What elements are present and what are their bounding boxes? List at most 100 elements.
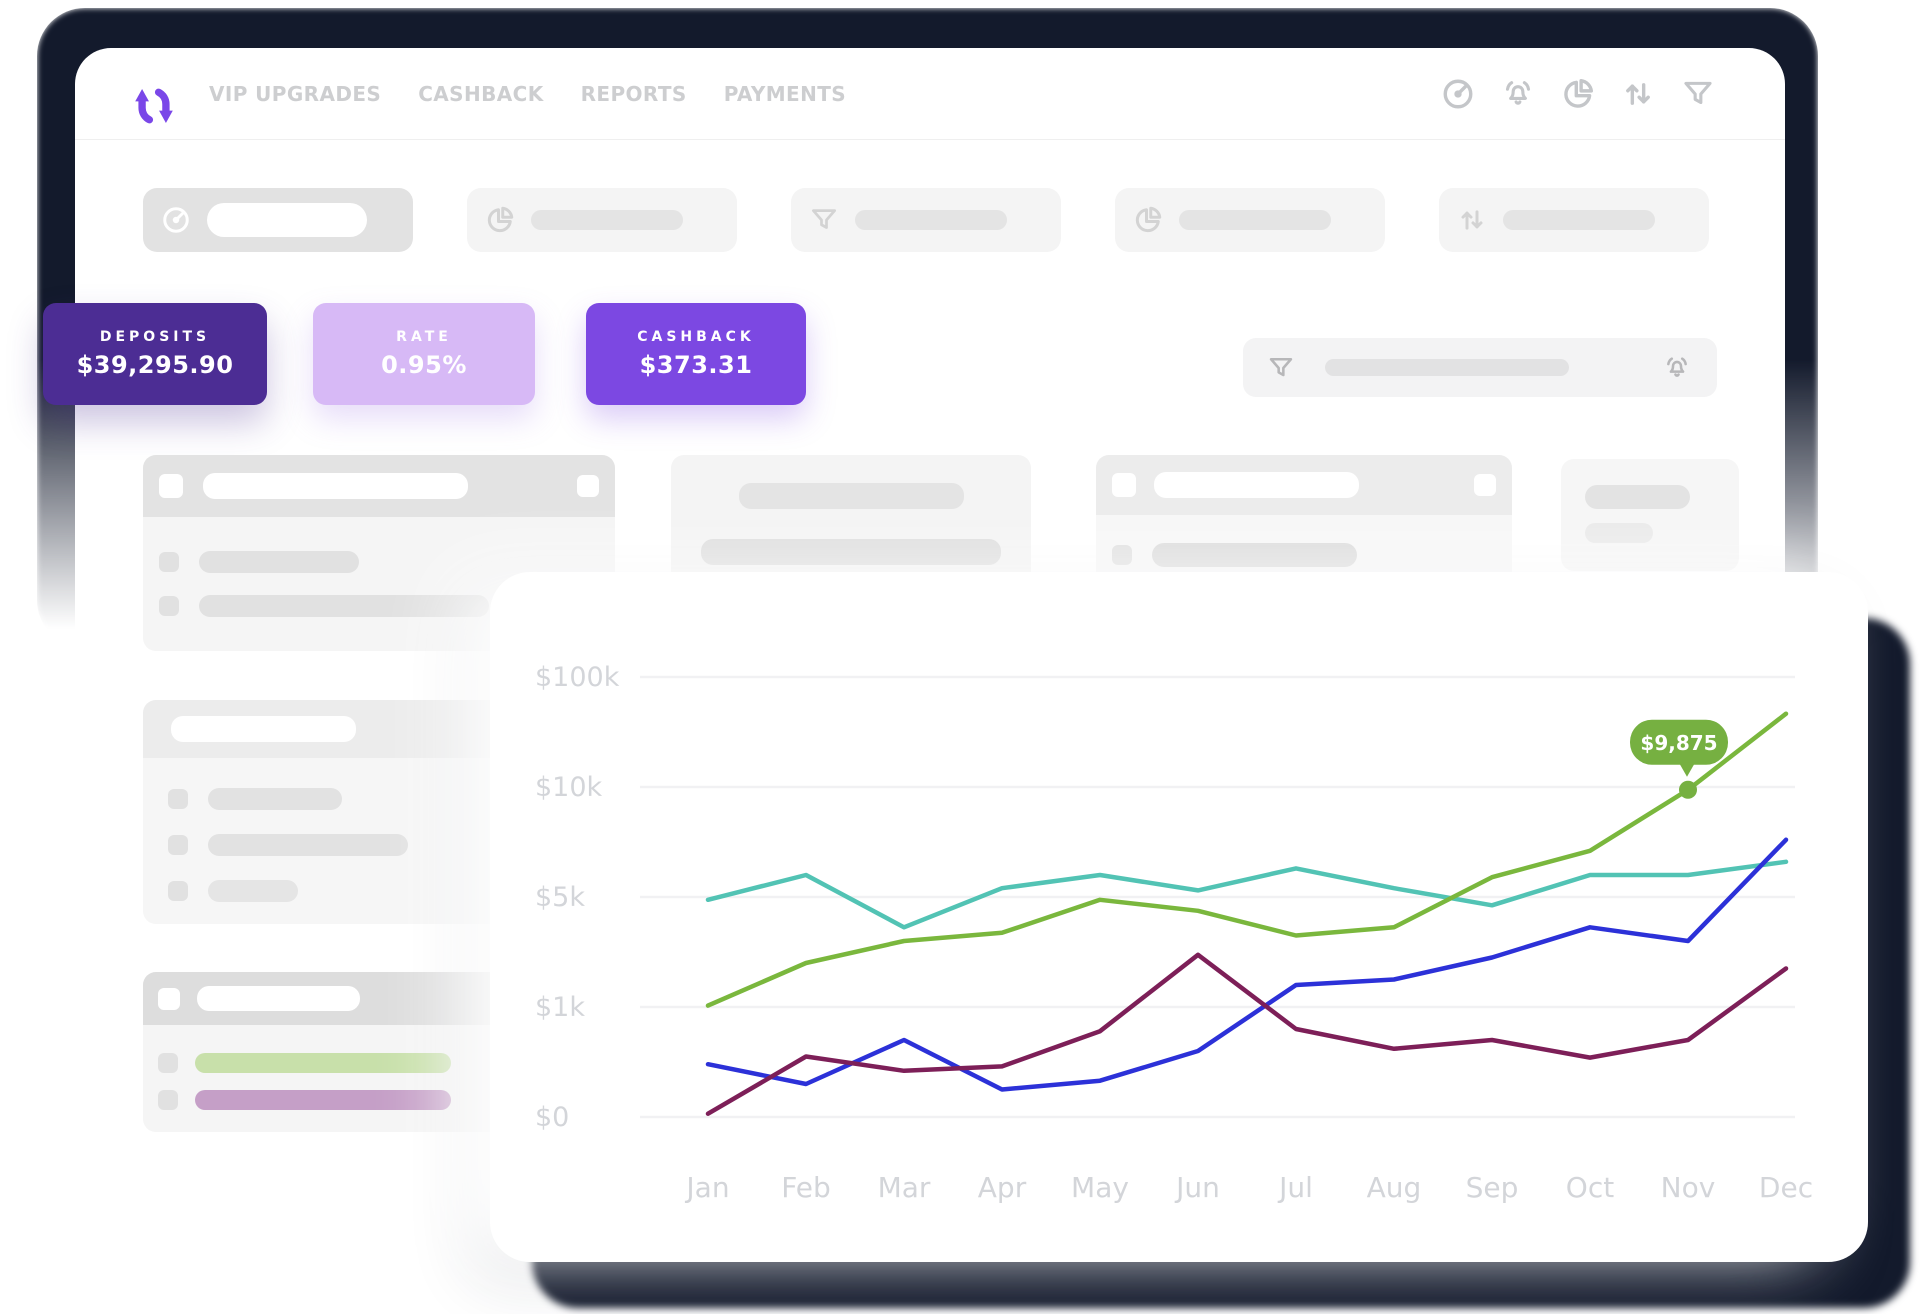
nav-item-vip-upgrades[interactable]: VIP UPGRADES (209, 81, 382, 106)
toolbar-button-filter[interactable] (791, 188, 1061, 252)
skeleton-text-bar (208, 880, 298, 902)
skeleton-text-bar (855, 210, 1007, 230)
stat-value: $373.31 (639, 351, 753, 379)
x-axis-tick-label: Jul (1277, 1171, 1313, 1204)
x-axis-tick-label: Jun (1174, 1171, 1220, 1204)
skeleton-card-1 (143, 455, 615, 651)
gauge-icon[interactable] (1441, 77, 1475, 111)
tooltip-bubble (1630, 719, 1728, 765)
toolbar-button-pie-2[interactable] (1115, 188, 1385, 252)
skeleton-card-header (1096, 455, 1512, 515)
skeleton-checkbox[interactable] (158, 1090, 178, 1110)
filter-icon[interactable] (1681, 77, 1715, 111)
skeleton-row (143, 788, 603, 810)
sort-arrows-icon[interactable] (1621, 77, 1655, 111)
x-axis-tick-label: Nov (1661, 1171, 1716, 1204)
skeleton-text-bar (208, 834, 408, 856)
chart-card: $0 $1k $5k $10k $100k Jan Feb Mar Apr May Jun Jul Au… (490, 572, 1868, 1262)
skeleton-row (143, 834, 603, 856)
x-axis-tick-label: Aug (1367, 1171, 1422, 1204)
skeleton-title-bar (171, 716, 356, 742)
skeleton-text-bar (208, 788, 342, 810)
skeleton-checkbox[interactable] (168, 835, 188, 855)
bell-icon[interactable] (1663, 354, 1691, 382)
stat-card-cashback[interactable]: CASHBACK $373.31 (586, 303, 806, 405)
toolbar-button-pie[interactable] (467, 188, 737, 252)
skeleton-action-square[interactable] (577, 475, 599, 497)
skeleton-card-header (143, 455, 615, 517)
y-axis-tick-label: $5k (535, 882, 585, 913)
swap-arrows-logo[interactable] (132, 84, 176, 128)
gauge-icon (161, 205, 191, 235)
skeleton-checkbox[interactable] (168, 881, 188, 901)
stat-card-rate[interactable]: RATE 0.95% (313, 303, 535, 405)
y-axis-tick-label: $0 (535, 1102, 569, 1133)
skeleton-row (143, 1090, 603, 1110)
skeleton-text-bar (1179, 210, 1331, 230)
skeleton-checkbox[interactable] (1112, 545, 1132, 565)
skeleton-row (143, 1053, 603, 1073)
tooltip-value-label: $9,875 (1640, 731, 1717, 755)
skeleton-text-bar (199, 551, 359, 573)
bell-icon[interactable] (1501, 77, 1535, 111)
x-axis-tick-label: Mar (878, 1171, 931, 1204)
skeleton-row (1096, 543, 1512, 567)
pie-chart-icon (485, 205, 515, 235)
skeleton-row (143, 551, 615, 573)
x-axis-tick-label: Feb (781, 1171, 831, 1204)
y-axis-tick-label: $100k (535, 662, 620, 693)
skeleton-checkbox[interactable] (158, 1053, 178, 1073)
skeleton-row (143, 595, 615, 617)
skeleton-action-square[interactable] (1474, 474, 1496, 496)
skeleton-text-bar (199, 595, 489, 617)
filter-icon[interactable] (1267, 354, 1295, 382)
maroon-series[interactable] (705, 952, 1789, 1116)
skeleton-checkbox[interactable] (159, 596, 179, 616)
skeleton-title-bar (203, 473, 468, 499)
toolbar-button-sort[interactable] (1439, 188, 1709, 252)
skeleton-title-bar (1154, 472, 1359, 498)
toolbar-button-gauge[interactable] (143, 188, 413, 252)
tooltip-data-point[interactable] (1679, 780, 1697, 799)
skeleton-checkbox[interactable] (1112, 473, 1136, 497)
skeleton-checkbox[interactable] (159, 474, 183, 498)
teal-series[interactable] (705, 859, 1789, 930)
skeleton-card-4 (1561, 459, 1739, 571)
skeleton-text-bar (207, 203, 367, 237)
stat-label: DEPOSITS (99, 329, 211, 345)
main-nav: VIP UPGRADES CASHBACK REPORTS PAYMENTS (209, 48, 846, 139)
green-accent-bar (195, 1053, 451, 1073)
stat-label: RATE (396, 329, 452, 345)
skeleton-text-bar (1585, 523, 1653, 543)
stat-card-deposits[interactable]: DEPOSITS $39,295.90 (43, 303, 267, 405)
skeleton-checkbox[interactable] (158, 987, 180, 1010)
y-axis-tick-label: $10k (535, 772, 603, 803)
sort-arrows-icon (1457, 205, 1487, 235)
x-axis-tick-label: May (1071, 1171, 1129, 1204)
tooltip-tail (1679, 762, 1695, 777)
search-input-placeholder[interactable] (1325, 359, 1569, 376)
line-chart[interactable]: $0 $1k $5k $10k $100k Jan Feb Mar Apr May Jun Jul Au… (490, 572, 1868, 1262)
skeleton-checkbox[interactable] (168, 789, 188, 809)
navbar-icon-group (1441, 48, 1715, 139)
skeleton-row (143, 880, 603, 902)
green-series[interactable] (705, 711, 1789, 1008)
blue-series[interactable] (705, 837, 1789, 1092)
skeleton-text-bar (1585, 485, 1690, 509)
x-axis-tick-label: Jan (684, 1171, 729, 1204)
nav-item-payments[interactable]: PAYMENTS (723, 81, 847, 106)
mauve-accent-bar (195, 1090, 451, 1110)
skeleton-title-bar (738, 483, 964, 509)
x-axis-tick-label: Apr (978, 1171, 1027, 1204)
pie-chart-icon[interactable] (1561, 77, 1595, 111)
nav-item-reports[interactable]: REPORTS (580, 81, 687, 106)
pie-chart-icon (1133, 205, 1163, 235)
skeleton-checkbox[interactable] (159, 552, 179, 572)
nav-item-cashback[interactable]: CASHBACK (418, 81, 544, 106)
search-bar[interactable] (1243, 338, 1717, 397)
x-axis-tick-label: Sep (1466, 1171, 1519, 1204)
x-axis-tick-label: Dec (1759, 1171, 1813, 1204)
stat-label: CASHBACK (637, 329, 755, 345)
skeleton-text-bar (1152, 543, 1357, 567)
